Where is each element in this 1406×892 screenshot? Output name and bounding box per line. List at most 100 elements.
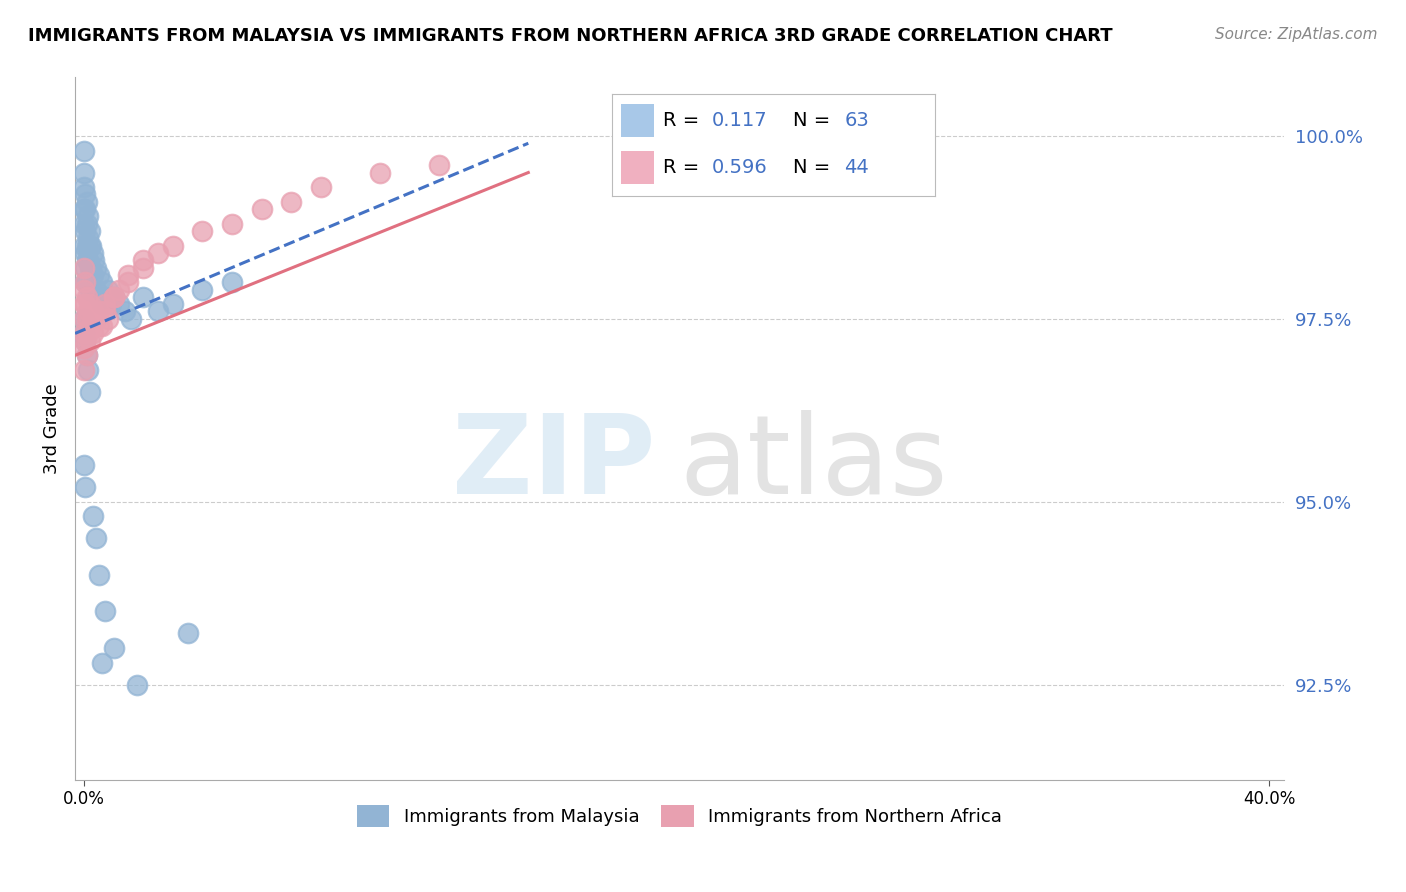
Point bbox=[368, 165, 391, 179]
Point bbox=[280, 194, 302, 209]
Text: Source: ZipAtlas.com: Source: ZipAtlas.com bbox=[1215, 27, 1378, 42]
Point bbox=[75, 275, 97, 289]
Point bbox=[73, 311, 96, 326]
Point bbox=[176, 626, 198, 640]
Point bbox=[76, 348, 98, 362]
Point bbox=[82, 311, 104, 326]
Point bbox=[84, 531, 107, 545]
Point bbox=[75, 187, 97, 202]
Point bbox=[76, 238, 98, 252]
Point bbox=[93, 304, 115, 318]
Point bbox=[82, 326, 104, 341]
Text: 63: 63 bbox=[845, 111, 869, 130]
Point bbox=[80, 260, 103, 275]
Point bbox=[87, 304, 110, 318]
Point bbox=[73, 217, 96, 231]
Point bbox=[73, 180, 96, 194]
Point bbox=[162, 297, 184, 311]
Point bbox=[76, 217, 98, 231]
Point bbox=[117, 268, 139, 282]
Point bbox=[75, 297, 97, 311]
Point bbox=[76, 194, 98, 209]
Point bbox=[73, 341, 96, 355]
Point bbox=[90, 656, 112, 670]
Point bbox=[80, 238, 103, 252]
Point bbox=[79, 297, 101, 311]
Point bbox=[79, 260, 101, 275]
Point bbox=[132, 253, 155, 268]
Point bbox=[83, 253, 105, 268]
Point bbox=[75, 260, 97, 275]
Point bbox=[73, 458, 96, 472]
Point bbox=[146, 246, 169, 260]
Point bbox=[100, 297, 122, 311]
Point bbox=[87, 567, 110, 582]
Point bbox=[79, 384, 101, 399]
Point bbox=[73, 311, 96, 326]
Point bbox=[117, 275, 139, 289]
Point bbox=[108, 297, 131, 311]
Text: N =: N = bbox=[793, 111, 837, 130]
Point bbox=[79, 283, 101, 297]
Point bbox=[73, 363, 96, 377]
Point bbox=[73, 202, 96, 216]
Y-axis label: 3rd Grade: 3rd Grade bbox=[44, 384, 60, 474]
Point bbox=[84, 311, 107, 326]
Bar bbox=[621, 151, 654, 184]
Point bbox=[73, 165, 96, 179]
Point bbox=[250, 202, 273, 216]
Point bbox=[77, 304, 100, 318]
Point bbox=[73, 326, 96, 341]
Point bbox=[108, 283, 131, 297]
Point bbox=[309, 180, 332, 194]
Point bbox=[75, 334, 97, 348]
Point bbox=[221, 217, 243, 231]
Point bbox=[73, 144, 96, 158]
Point bbox=[127, 677, 149, 691]
Point bbox=[75, 275, 97, 289]
Point bbox=[77, 363, 100, 377]
Text: ZIP: ZIP bbox=[451, 410, 655, 517]
Point bbox=[82, 509, 104, 524]
Point bbox=[103, 640, 125, 655]
Point bbox=[73, 238, 96, 252]
Point bbox=[82, 304, 104, 318]
Point bbox=[79, 319, 101, 334]
Point bbox=[75, 246, 97, 260]
Point bbox=[103, 290, 125, 304]
Point bbox=[90, 319, 112, 334]
Point bbox=[76, 311, 98, 326]
Point bbox=[82, 268, 104, 282]
Point bbox=[93, 290, 115, 304]
Point bbox=[87, 319, 110, 334]
Point bbox=[429, 158, 451, 172]
Legend: Immigrants from Malaysia, Immigrants from Northern Africa: Immigrants from Malaysia, Immigrants fro… bbox=[350, 797, 1010, 834]
Point bbox=[76, 290, 98, 304]
Point bbox=[76, 348, 98, 362]
Point bbox=[132, 290, 155, 304]
Point bbox=[93, 604, 115, 618]
Point bbox=[75, 480, 97, 494]
Point bbox=[93, 297, 115, 311]
Point bbox=[75, 202, 97, 216]
Point bbox=[79, 238, 101, 252]
Point bbox=[79, 224, 101, 238]
Text: 0.596: 0.596 bbox=[711, 158, 768, 177]
Point bbox=[84, 260, 107, 275]
Point bbox=[77, 231, 100, 245]
Text: R =: R = bbox=[664, 158, 706, 177]
Point bbox=[79, 334, 101, 348]
Point bbox=[73, 297, 96, 311]
Point bbox=[87, 290, 110, 304]
Point bbox=[103, 290, 125, 304]
Point bbox=[77, 210, 100, 224]
Bar bbox=[621, 104, 654, 136]
Point bbox=[75, 224, 97, 238]
Point bbox=[221, 275, 243, 289]
Point bbox=[87, 268, 110, 282]
Point bbox=[191, 224, 214, 238]
Point bbox=[73, 260, 96, 275]
Point bbox=[97, 311, 120, 326]
Point bbox=[73, 283, 96, 297]
Point bbox=[76, 275, 98, 289]
